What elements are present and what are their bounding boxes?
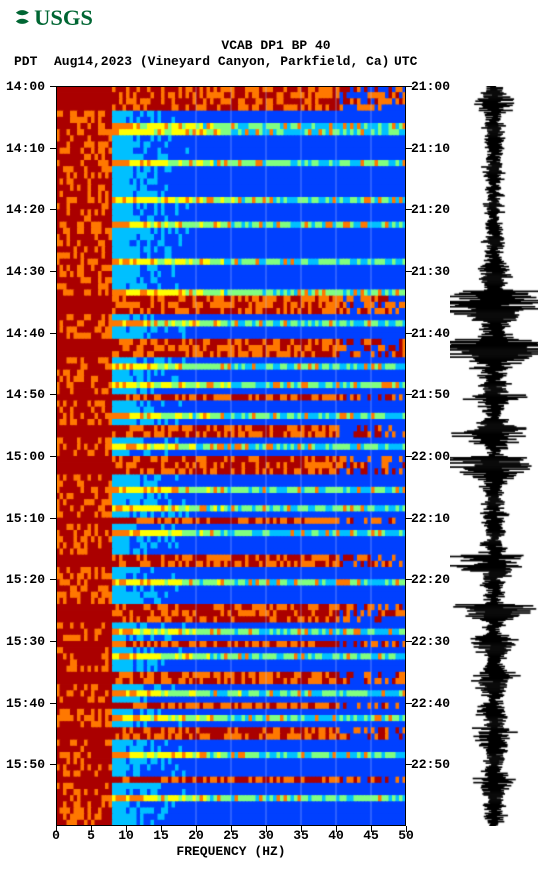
y-left-tick: 14:40 [6, 326, 45, 341]
tz-left-label: PDT [14, 54, 37, 69]
x-axis-label: FREQUENCY (HZ) [56, 844, 406, 859]
y-right-tick: 22:20 [411, 572, 450, 587]
y-left-tick: 15:50 [6, 757, 45, 772]
y-left-tick: 14:50 [6, 387, 45, 402]
y-left-tick: 15:30 [6, 634, 45, 649]
waveform-trace [450, 86, 538, 826]
y-right-tick: 21:00 [411, 79, 450, 94]
y-left-tick: 14:10 [6, 141, 45, 156]
y-right-tick: 21:30 [411, 264, 450, 279]
y-left-tick: 15:10 [6, 511, 45, 526]
chart-title: VCAB DP1 BP 40 [0, 38, 552, 53]
y-left-tick: 15:00 [6, 449, 45, 464]
y-right-tick: 22:40 [411, 696, 450, 711]
usgs-logo: USGS [12, 4, 122, 34]
y-left-tick: 14:00 [6, 79, 45, 94]
plot-area: 14:0014:1014:2014:3014:4014:5015:0015:10… [0, 86, 552, 856]
y-left-tick: 15:20 [6, 572, 45, 587]
y-right-tick: 21:50 [411, 387, 450, 402]
y-right-tick: 21:40 [411, 326, 450, 341]
svg-text:USGS: USGS [34, 5, 93, 30]
y-right-tick: 21:20 [411, 202, 450, 217]
tz-right-label: UTC [394, 54, 417, 69]
y-right-tick: 22:00 [411, 449, 450, 464]
y-right-tick: 22:10 [411, 511, 450, 526]
y-right-tick: 22:50 [411, 757, 450, 772]
y-left-tick: 14:20 [6, 202, 45, 217]
date-location: Aug14,2023 (Vineyard Canyon, Parkfield, … [54, 54, 389, 69]
y-right-tick: 22:30 [411, 634, 450, 649]
y-left-tick: 15:40 [6, 696, 45, 711]
y-left-tick: 14:30 [6, 264, 45, 279]
y-right-tick: 21:10 [411, 141, 450, 156]
spectrogram-heatmap [56, 86, 406, 826]
